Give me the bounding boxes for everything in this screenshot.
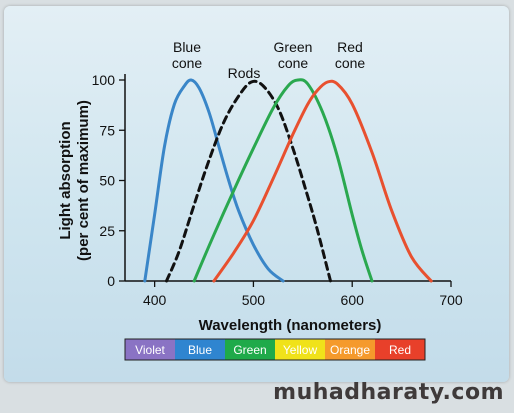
x-tick-label: 600 bbox=[341, 292, 365, 308]
series-label-green-cone: Green bbox=[274, 39, 313, 55]
spectrum-band-label: Red bbox=[389, 343, 411, 357]
watermark: muhadharaty.com bbox=[273, 380, 504, 405]
y-tick-label: 50 bbox=[99, 173, 115, 189]
series-label-rods: Rods bbox=[228, 65, 261, 81]
spectrum-band-red bbox=[375, 339, 425, 360]
spectrum-bar-border bbox=[124, 338, 426, 361]
spectrum-bar: Violet Blue Green Yellow Orange Red bbox=[124, 338, 426, 361]
spectrum-band-label: Violet bbox=[135, 343, 165, 357]
spectrum-band-yellow bbox=[275, 339, 325, 360]
y-tick-label: 100 bbox=[92, 72, 116, 88]
series-label-green-cone: cone bbox=[278, 55, 309, 71]
y-tick-label: 25 bbox=[99, 223, 115, 239]
spectrum-band-blue bbox=[175, 339, 225, 360]
y-tick-label: 75 bbox=[99, 122, 115, 138]
series-label-blue-cone: Blue bbox=[173, 39, 201, 55]
spectrum-band-label: Green bbox=[233, 343, 266, 357]
spectrum-band-label: Blue bbox=[188, 343, 212, 357]
series-line-red-cone bbox=[212, 79, 433, 283]
spectrum-band-green bbox=[225, 339, 275, 360]
x-tick-label: 500 bbox=[242, 292, 266, 308]
y-axis-title-line-2: (per cent of maximum) bbox=[75, 100, 92, 261]
chart-panel: 0 25 50 75 100 400 500 600 700 Blue cone Rods Gree… bbox=[4, 6, 509, 382]
series-line-rods bbox=[165, 79, 332, 283]
series-line-blue-cone bbox=[143, 78, 285, 283]
y-tick-label: 0 bbox=[107, 273, 115, 289]
x-tick-label: 400 bbox=[143, 292, 167, 308]
spectrum-band-violet bbox=[125, 339, 175, 360]
x-tick-label: 700 bbox=[439, 292, 463, 308]
series-line-green-cone bbox=[192, 78, 374, 283]
y-axis-title-line-1: Light absorption bbox=[57, 121, 74, 239]
spectrum-band-label: Yellow bbox=[283, 343, 318, 357]
curves bbox=[143, 78, 433, 283]
series-label-red-cone: Red bbox=[337, 39, 363, 55]
spectrum-band-label: Orange bbox=[330, 343, 370, 357]
x-axis-title: Wavelength (nanometers) bbox=[199, 317, 382, 334]
series-label-red-cone: cone bbox=[335, 55, 366, 71]
axes: 0 25 50 75 100 400 500 600 700 bbox=[92, 72, 463, 308]
spectrum-band-orange bbox=[325, 339, 375, 360]
series-label-blue-cone: cone bbox=[172, 55, 203, 71]
